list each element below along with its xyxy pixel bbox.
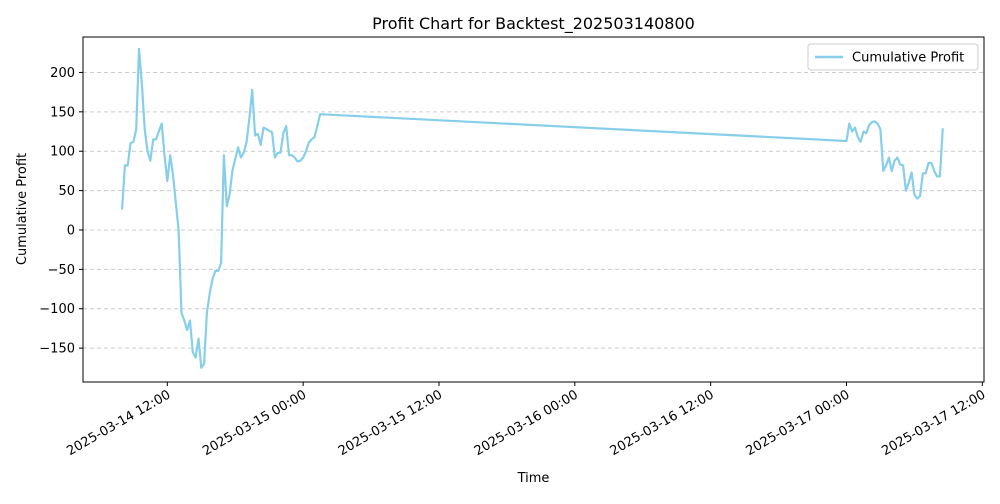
x-tick-label: 2025-03-15 00:00 <box>200 387 309 459</box>
y-axis-label: Cumulative Profit <box>15 153 30 265</box>
x-axis-label: Time <box>517 471 550 486</box>
y-tick-label: 50 <box>58 184 75 199</box>
y-tick-label: 200 <box>50 66 75 81</box>
y-tick-label: 100 <box>50 145 75 160</box>
x-ticks-layer: 2025-03-14 12:00 2025-03-15 00:00 2025-03-… <box>64 382 988 459</box>
legend-label: Cumulative Profit <box>852 51 964 66</box>
y-tick-label: 0 <box>67 223 75 238</box>
x-tick-label: 2025-03-17 12:00 <box>879 387 988 459</box>
series-line-cumulative-profit <box>122 49 943 368</box>
chart-title: Profit Chart for Backtest_202503140800 <box>372 14 695 34</box>
legend: Cumulative Profit <box>808 44 978 70</box>
y-tick-label: 150 <box>50 105 75 120</box>
x-tick-label: 2025-03-16 00:00 <box>472 387 581 459</box>
x-tick-label: 2025-03-17 00:00 <box>744 387 853 459</box>
plot-frame <box>83 37 984 382</box>
line-layer <box>122 49 943 368</box>
x-tick-label: 2025-03-14 12:00 <box>64 387 173 459</box>
y-tick-label: −100 <box>39 302 75 317</box>
y-ticks-layer: −150 −100 −50 0 50 100 150 200 <box>39 66 83 357</box>
grid-layer <box>83 72 984 348</box>
x-tick-label: 2025-03-15 12:00 <box>336 387 445 459</box>
x-tick-label: 2025-03-16 12:00 <box>608 387 717 459</box>
y-tick-label: −50 <box>48 263 75 278</box>
y-tick-label: −150 <box>39 342 75 357</box>
